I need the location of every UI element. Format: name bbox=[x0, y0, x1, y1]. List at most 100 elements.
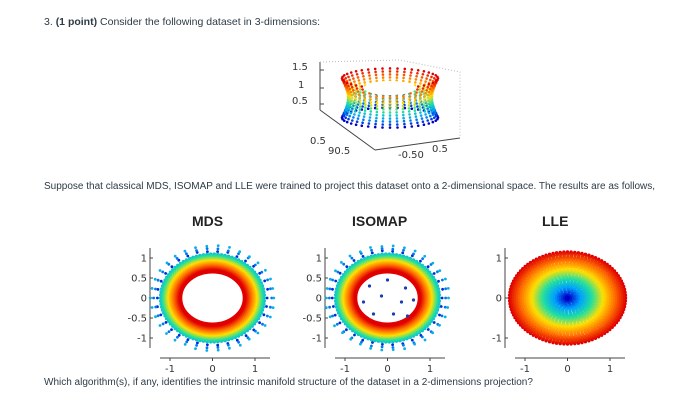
torus-point bbox=[351, 119, 354, 122]
torus-point bbox=[413, 103, 416, 106]
torus-point bbox=[353, 95, 357, 98]
scatter-point bbox=[379, 294, 384, 298]
torus-point bbox=[381, 73, 385, 76]
torus-point bbox=[388, 120, 392, 123]
question-prompt: Consider the following dataset in 3-dime… bbox=[100, 16, 321, 28]
chart-title-lle: LLE bbox=[542, 213, 569, 229]
scatter-point bbox=[410, 338, 414, 342]
torus-point bbox=[355, 120, 359, 123]
torus-point bbox=[403, 67, 407, 71]
torus-point bbox=[433, 116, 436, 119]
torus-point bbox=[409, 104, 413, 107]
torus-point bbox=[360, 124, 364, 127]
torus-point bbox=[416, 124, 420, 127]
torus-point bbox=[388, 99, 392, 102]
scatter-point bbox=[186, 254, 190, 258]
torus-point bbox=[436, 117, 439, 121]
torus-point bbox=[413, 106, 416, 109]
x-axis-line bbox=[319, 109, 376, 151]
scatter-point bbox=[228, 246, 231, 249]
scatter-point bbox=[159, 313, 163, 317]
scatter-point bbox=[369, 347, 372, 350]
torus-point bbox=[418, 88, 421, 91]
torus-point bbox=[375, 116, 378, 120]
torus-point bbox=[344, 111, 347, 115]
torus-point bbox=[368, 77, 372, 80]
scatter-point bbox=[420, 335, 424, 339]
torus-point bbox=[401, 101, 405, 105]
torus-point bbox=[425, 89, 428, 92]
scatter-point bbox=[412, 252, 415, 256]
scatter-point bbox=[328, 305, 331, 309]
y-tick-label: 0.5 bbox=[306, 274, 322, 285]
scatter-point bbox=[399, 300, 404, 304]
scatter-point bbox=[403, 246, 406, 250]
y-tick-label: -1 bbox=[492, 334, 502, 345]
scatter-point bbox=[361, 338, 365, 342]
scatter-point bbox=[150, 306, 154, 309]
torus-point bbox=[357, 79, 361, 82]
torus-point bbox=[364, 106, 367, 109]
torus-point bbox=[349, 90, 353, 94]
scatter-point bbox=[325, 287, 329, 290]
torus-point bbox=[414, 94, 418, 97]
y-tick-label: 1 bbox=[141, 254, 147, 265]
x-tick-label: 1 bbox=[607, 364, 613, 375]
torus-point bbox=[395, 96, 399, 99]
scatter-point bbox=[331, 278, 334, 282]
torus-point bbox=[430, 84, 433, 88]
scatter-point bbox=[350, 256, 354, 260]
torus-point bbox=[416, 105, 419, 108]
torus-point bbox=[409, 92, 412, 95]
lle-plot: 1 0 -1 -1 0 1 bbox=[470, 240, 640, 375]
torus-point bbox=[367, 71, 371, 74]
scatter-point bbox=[369, 246, 372, 249]
question-number: 3. bbox=[44, 16, 53, 28]
torus-point bbox=[359, 91, 362, 94]
scatter-point bbox=[361, 255, 365, 258]
scatter-point bbox=[177, 333, 181, 337]
scatter-point bbox=[438, 313, 441, 317]
torus-point bbox=[428, 98, 432, 101]
scatter-point bbox=[385, 278, 390, 282]
scatter-point bbox=[324, 296, 328, 300]
torus-point bbox=[345, 120, 349, 124]
scatter-point bbox=[444, 287, 447, 291]
scatter-point bbox=[266, 287, 269, 291]
torus-point bbox=[396, 123, 399, 126]
y-tick-label: -1 bbox=[312, 334, 322, 345]
torus-point bbox=[382, 99, 385, 102]
ring-hole bbox=[355, 271, 420, 325]
torus-point bbox=[395, 76, 399, 79]
scatter-point bbox=[423, 338, 427, 342]
scatter-point bbox=[216, 244, 220, 248]
scatter-point bbox=[444, 277, 447, 281]
scatter-point bbox=[334, 269, 337, 273]
torus-point bbox=[388, 117, 392, 120]
scatter-point bbox=[256, 331, 260, 335]
y-tick-label: 0 bbox=[141, 294, 147, 305]
torus-point bbox=[395, 73, 399, 76]
figure-3d: 1.5 1 0.5 0.5 90.5 -0.50 0.5 bbox=[280, 50, 480, 170]
torus-point bbox=[402, 116, 405, 120]
scatter-point bbox=[228, 346, 231, 350]
torus-point bbox=[358, 108, 362, 111]
scatter-point bbox=[437, 279, 440, 283]
torus-point bbox=[381, 123, 384, 126]
y-tick-label: 0 bbox=[496, 294, 502, 305]
scatter-point bbox=[205, 346, 209, 350]
torus-point bbox=[361, 105, 364, 108]
scatter-point bbox=[432, 321, 436, 324]
scatter-point bbox=[328, 296, 331, 300]
torus-point bbox=[354, 104, 358, 107]
torus-point bbox=[431, 81, 435, 85]
scatter-point bbox=[441, 287, 444, 291]
scatter-point bbox=[436, 270, 439, 274]
torus-point bbox=[375, 107, 379, 111]
torus-point bbox=[347, 92, 351, 95]
scatter-point bbox=[447, 296, 450, 300]
torus-point bbox=[381, 126, 384, 129]
torus-point bbox=[388, 67, 392, 70]
torus-point bbox=[353, 113, 356, 116]
torus-point bbox=[419, 114, 423, 117]
